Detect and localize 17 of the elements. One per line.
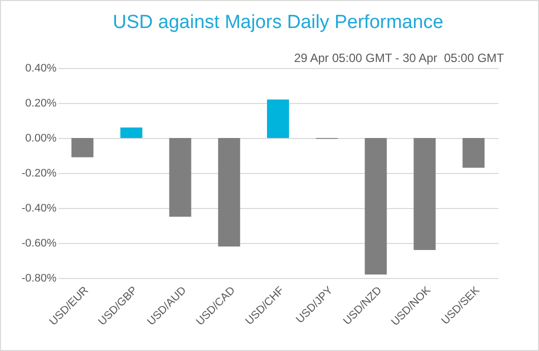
chart-title: USD against Majors Daily Performance [112,12,444,33]
y-tick-label: 0.20% [25,98,57,110]
y-tick-label: -0.60% [22,238,57,250]
bar [218,138,240,246]
y-tick-label: 0.00% [25,132,57,144]
bar [120,128,142,138]
bar [414,138,436,250]
bar [462,138,485,168]
chart-subtitle: 29 Apr 05:00 GMT - 30 Apr 05:00 GMT [294,51,504,65]
y-tick-label: 0.40% [25,62,57,74]
bar [169,138,192,217]
y-tick-label: -0.20% [22,168,57,180]
y-tick-label: -0.80% [22,272,57,284]
bar [267,100,289,138]
bar [364,138,387,274]
y-tick-label: -0.40% [22,202,57,214]
bar [71,138,94,158]
